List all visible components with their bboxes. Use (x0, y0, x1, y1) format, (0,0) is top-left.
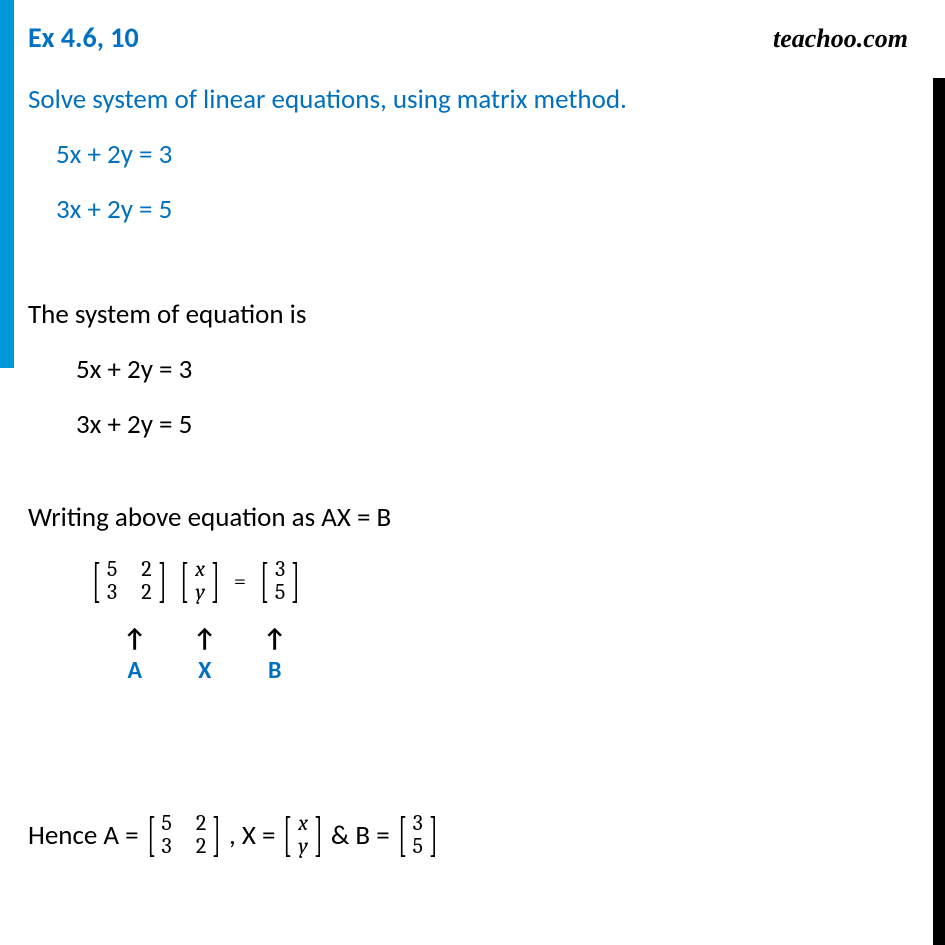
solution-intro: The system of equation is (28, 298, 915, 331)
hence-prefix: Hence A = (28, 819, 139, 852)
matrix-a: [ 5 2 3 2 ] (88, 558, 170, 604)
bracket-icon: [ (92, 561, 100, 601)
bracket-icon: [ (147, 815, 155, 855)
writing-as-axb: Writing above equation as AX = B (28, 501, 915, 534)
matrix-cell: 3 (107, 581, 117, 604)
matrix-cell: 3 (275, 558, 285, 581)
arrow-a: ↑ A (123, 622, 147, 685)
matrix-cell: 5 (412, 835, 422, 858)
left-accent-bar (0, 0, 14, 368)
arrow-label-a: A (128, 656, 143, 685)
hence-matrix-a: [ 5 2 3 2 ] (143, 812, 225, 858)
matrix-cell: y (298, 835, 307, 858)
hence-row: Hence A = [ 5 2 3 2 ] , X = [ x y ] & B … (28, 812, 915, 858)
arrow-labels-row: ↑ A ↑ X ↑ B (88, 622, 915, 692)
hence-mid2: & B = (331, 819, 390, 852)
hence-mid1: , X = (229, 819, 275, 852)
equals-sign: = (234, 568, 246, 594)
bracket-icon: ] (429, 815, 437, 855)
matrix-cell: 2 (196, 835, 206, 858)
hence-matrix-x: [ x y ] (279, 812, 326, 858)
matrix-cell: y (195, 581, 204, 604)
matrix-equation: [ 5 2 3 2 ] [ x y ] = [ 3 5 ] (88, 558, 915, 604)
bracket-icon: ] (292, 561, 300, 601)
matrix-cell: 5 (161, 812, 171, 835)
question-eq1: 5x + 2y = 3 (56, 138, 915, 171)
bracket-icon: ] (211, 561, 219, 601)
arrow-label-b: B (268, 656, 281, 685)
arrow-x: ↑ X (193, 622, 217, 685)
question-prompt: Solve system of linear equations, using … (28, 83, 915, 116)
arrow-up-icon: ↑ (123, 622, 147, 654)
matrix-cell: 2 (141, 558, 151, 581)
brand-logo: teachoo.com (773, 24, 908, 54)
question-eq2: 3x + 2y = 5 (56, 193, 915, 226)
solution-eq1: 5x + 2y = 3 (76, 353, 915, 386)
matrix-cell: 3 (413, 812, 423, 835)
bracket-icon: [ (398, 815, 406, 855)
matrix-x: [ x y ] (176, 558, 223, 604)
bracket-icon: [ (181, 561, 189, 601)
solution-eq2: 3x + 2y = 5 (76, 408, 915, 441)
matrix-cell: 2 (196, 812, 206, 835)
matrix-cell: 2 (141, 581, 151, 604)
bracket-icon: ] (212, 815, 220, 855)
right-black-bar (933, 78, 945, 945)
hence-matrix-b: [ 3 5 ] (394, 812, 442, 858)
bracket-icon: [ (284, 815, 292, 855)
matrix-cell: x (195, 558, 205, 581)
bracket-icon: ] (158, 561, 166, 601)
matrix-b: [ 3 5 ] (256, 558, 304, 604)
matrix-cell: x (298, 812, 308, 835)
exercise-title: Ex 4.6, 10 (28, 20, 139, 55)
bracket-icon: [ (260, 561, 268, 601)
arrow-b: ↑ B (263, 622, 287, 685)
arrow-up-icon: ↑ (263, 622, 287, 654)
content-area: Ex 4.6, 10 teachoo.com Solve system of l… (28, 20, 915, 858)
matrix-cell: 3 (162, 835, 172, 858)
matrix-cell: 5 (107, 558, 117, 581)
header-row: Ex 4.6, 10 teachoo.com (28, 20, 908, 55)
arrow-up-icon: ↑ (193, 622, 217, 654)
bracket-icon: ] (314, 815, 322, 855)
arrow-label-x: X (198, 656, 211, 685)
matrix-cell: 5 (275, 581, 285, 604)
